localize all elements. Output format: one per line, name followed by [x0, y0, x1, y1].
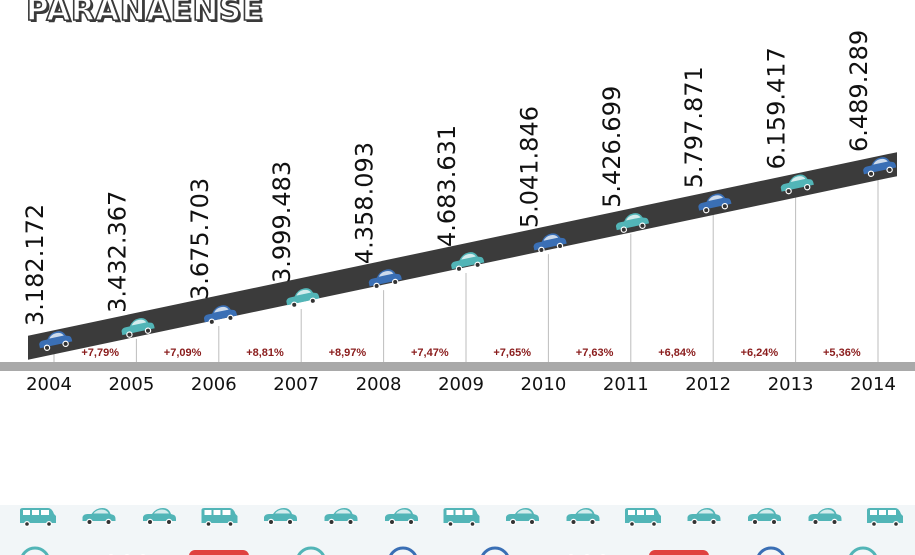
- year-tick-label: 2005: [108, 374, 154, 395]
- partial-vehicle-icon: [849, 546, 877, 555]
- partial-vehicle-icon: [21, 546, 49, 555]
- year-tick-label: 2013: [768, 374, 814, 395]
- growth-label: +7,47%: [411, 347, 449, 359]
- growth-label: +7,63%: [576, 347, 614, 359]
- partial-vehicle-icon: [189, 550, 249, 555]
- value-label: 3.432.367: [103, 191, 131, 313]
- partial-vehicle-icon: [389, 546, 417, 555]
- year-tick-label: 2014: [850, 374, 896, 395]
- year-tick-label: 2007: [273, 374, 319, 395]
- value-label: 3.675.703: [186, 178, 214, 300]
- year-tick-label: 2010: [520, 374, 566, 395]
- year-tick-label: 2004: [26, 374, 72, 395]
- growth-label: +6,84%: [658, 347, 696, 359]
- growth-label: +7,79%: [81, 347, 119, 359]
- year-tick-label: 2008: [356, 374, 402, 395]
- year-tick-label: 2009: [438, 374, 484, 395]
- partial-vehicle-icon: [297, 546, 325, 555]
- value-label: 3.182.172: [21, 204, 49, 326]
- growth-labels: +7,79% +7,09% +8,81% +8,97% +7,47% +7,65% +7,6…: [81, 347, 860, 359]
- year-tick-label: 2006: [191, 374, 237, 395]
- ground-bar: [0, 362, 915, 371]
- partial-vehicle-icon: [649, 550, 709, 555]
- growth-label: +7,09%: [164, 347, 202, 359]
- page-title: PARANAENSE: [25, 0, 264, 29]
- value-label: 3.999.483: [268, 161, 296, 283]
- value-label: 5.797.871: [680, 66, 708, 188]
- guide-lines: [53, 178, 879, 362]
- growth-label: +6,24%: [741, 347, 779, 359]
- value-labels: 3.182.172 3.432.367 3.675.703 3.999.483 4.35…: [21, 30, 873, 326]
- value-label: 5.426.699: [598, 86, 626, 208]
- value-label: 5.041.846: [515, 106, 543, 228]
- year-tick-label: 2011: [603, 374, 649, 395]
- growth-label: +8,81%: [246, 347, 284, 359]
- partial-vehicle-icon: [481, 546, 509, 555]
- partial-vehicle-icon: [757, 546, 785, 555]
- value-label: 6.159.417: [763, 47, 791, 169]
- value-label: 4.358.093: [351, 142, 379, 264]
- value-label: 6.489.289: [845, 30, 873, 152]
- year-tick-label: 2012: [685, 374, 731, 395]
- year-labels: 2004 2005 2006 2007 2008 2009 2010 2011 2012 2013…: [26, 374, 896, 395]
- growth-label: +5,36%: [823, 347, 861, 359]
- growth-label: +7,65%: [493, 347, 531, 359]
- growth-label: +8,97%: [329, 347, 367, 359]
- value-label: 4.683.631: [433, 125, 461, 247]
